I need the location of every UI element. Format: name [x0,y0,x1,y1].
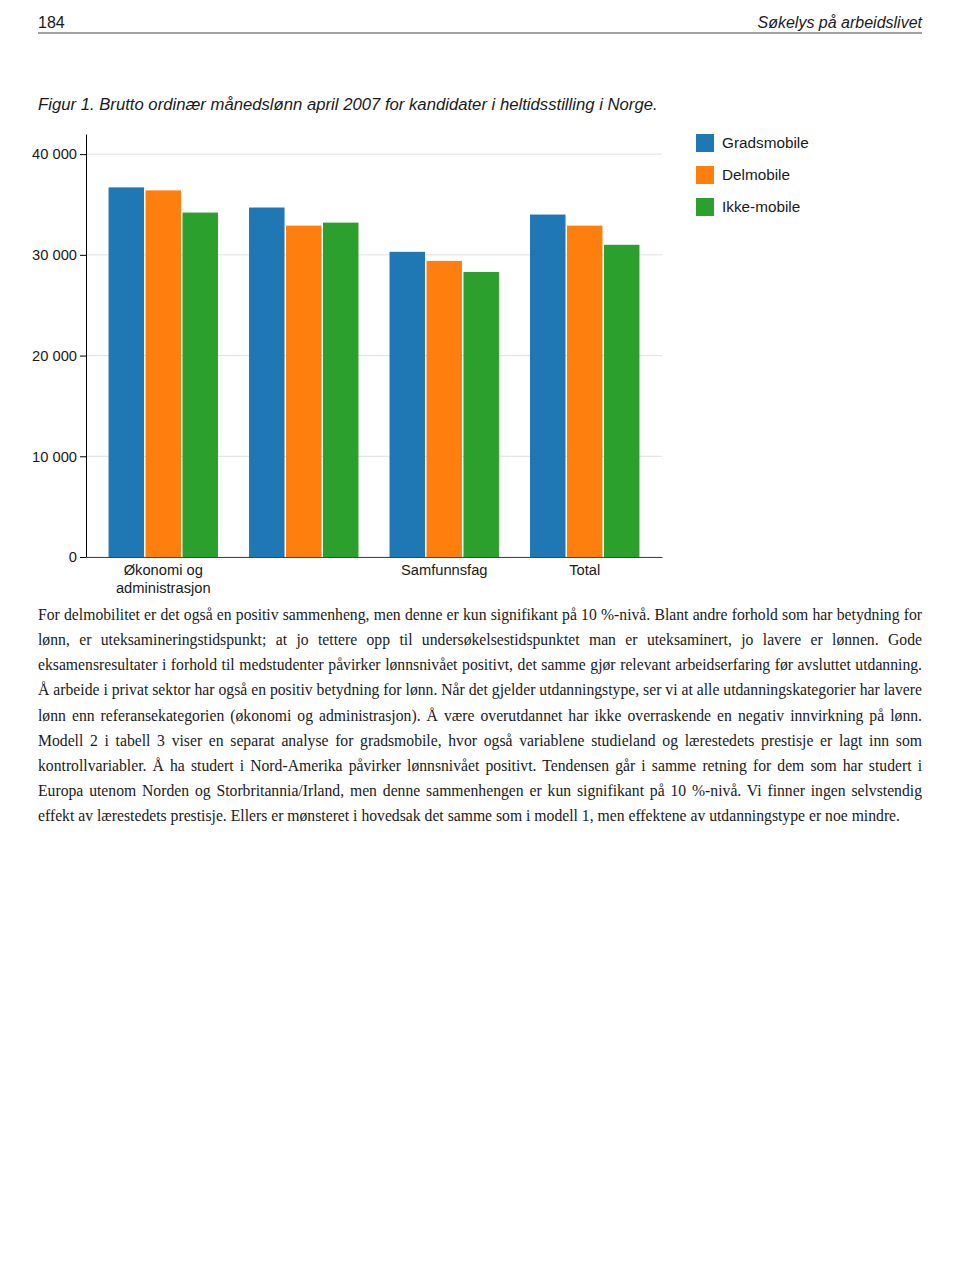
bars [109,187,640,557]
bar [390,252,425,557]
x-tick-label-line: Total [569,562,600,578]
bar [249,208,284,557]
bar-series [109,187,566,557]
legend-label: Gradsmobile [722,134,809,151]
y-tick: 30 000 [32,247,86,263]
x-tick-label: Økonomi og administrasjon [116,562,211,596]
y-tick: 10 000 [32,448,86,464]
y-tick-mark [80,356,86,357]
bar [530,215,565,557]
y-tick-mark [80,154,86,155]
y-tick-label: 30 000 [32,247,77,263]
y-tick-mark [80,456,86,457]
x-tick-label: Total [569,562,600,578]
x-tick-label: Samfunnsfag [401,562,488,578]
header-rule [38,33,922,34]
chart-title: Figur 1. Brutto ordinær månedslønn april… [38,95,658,114]
bar [182,213,217,557]
bar [567,226,602,557]
header-left: 184 [38,14,65,31]
y-axis-line [86,135,87,558]
legend-item: Gradsmobile [696,134,809,152]
bar [463,272,498,557]
y-tick: 0 [69,549,86,565]
legend-swatch [696,166,714,184]
grid [86,154,662,557]
legend-swatch [696,198,714,216]
bar [426,261,461,557]
x-axis-line [87,557,663,558]
bar [323,223,358,557]
y-tick-mark [80,557,86,558]
legend-swatch [696,134,714,152]
bar [604,245,639,557]
legend-label: Ikke-mobile [722,198,800,215]
y-tick: 20 000 [32,348,86,364]
legend-item: Ikke-mobile [696,198,800,216]
x-axis: Økonomi og administrasjon Samfunnsfag Total [87,558,663,597]
bar [109,187,144,557]
x-tick-label-line: Samfunnsfag [401,562,488,578]
x-tick-label-line: Økonomi og [124,562,203,578]
y-axis: 0 10 000 20 000 30 000 40 000 [32,135,86,566]
bar-series [146,190,603,557]
bar [146,190,181,557]
legend: Gradsmobile Delmobile Ikke-mobile [696,134,809,216]
legend-label: Delmobile [722,166,790,183]
x-tick: Total [569,562,600,578]
y-tick: 40 000 [32,146,86,162]
legend-item: Delmobile [696,166,790,184]
grid-line [86,154,662,155]
header-right: Søkelys på arbeidslivet [757,14,922,31]
bar [286,226,321,557]
x-tick: Samfunnsfag [401,562,488,578]
y-tick-label: 0 [69,549,77,565]
y-tick-label: 10 000 [32,448,77,464]
body-text: For delmobilitet er det også en positiv … [38,602,922,828]
bar-series [182,213,639,557]
x-tick-label-line: administrasjon [116,580,211,596]
y-tick-label: 20 000 [32,348,77,364]
x-tick: Økonomi og administrasjon [116,562,211,596]
y-tick-mark [80,255,86,256]
y-tick-label: 40 000 [32,146,77,162]
